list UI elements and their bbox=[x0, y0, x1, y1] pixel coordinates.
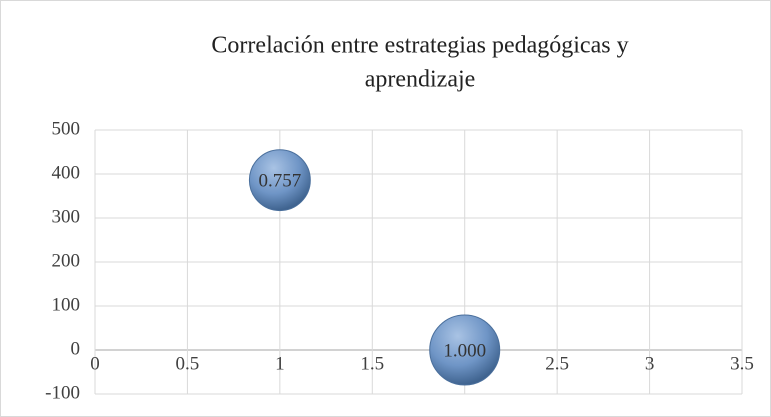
x-tick-label: 1.5 bbox=[360, 353, 384, 374]
x-tick-label: 1 bbox=[275, 353, 285, 374]
data-label: 0.757 bbox=[258, 171, 301, 192]
chart-title: Correlación entre estrategias pedagógica… bbox=[211, 33, 628, 59]
x-tick-label: 0.5 bbox=[176, 353, 200, 374]
y-tick-label: 0 bbox=[71, 338, 81, 359]
y-tick-label: 500 bbox=[52, 118, 81, 139]
bubble bbox=[248, 149, 311, 212]
data-label: 1.000 bbox=[443, 340, 486, 361]
y-tick-label: -100 bbox=[45, 382, 80, 403]
y-tick-label: 300 bbox=[52, 206, 81, 227]
x-tick-label: 3 bbox=[645, 353, 655, 374]
x-tick-label: 0 bbox=[90, 353, 100, 374]
x-tick-label: 2.5 bbox=[545, 353, 569, 374]
bubble bbox=[429, 314, 501, 386]
chart-title: aprendizaje bbox=[365, 67, 476, 93]
y-tick-label: 100 bbox=[52, 294, 81, 315]
y-tick-label: 400 bbox=[52, 162, 81, 183]
x-tick-label: 3.5 bbox=[730, 353, 754, 374]
y-tick-label: 200 bbox=[52, 250, 81, 271]
